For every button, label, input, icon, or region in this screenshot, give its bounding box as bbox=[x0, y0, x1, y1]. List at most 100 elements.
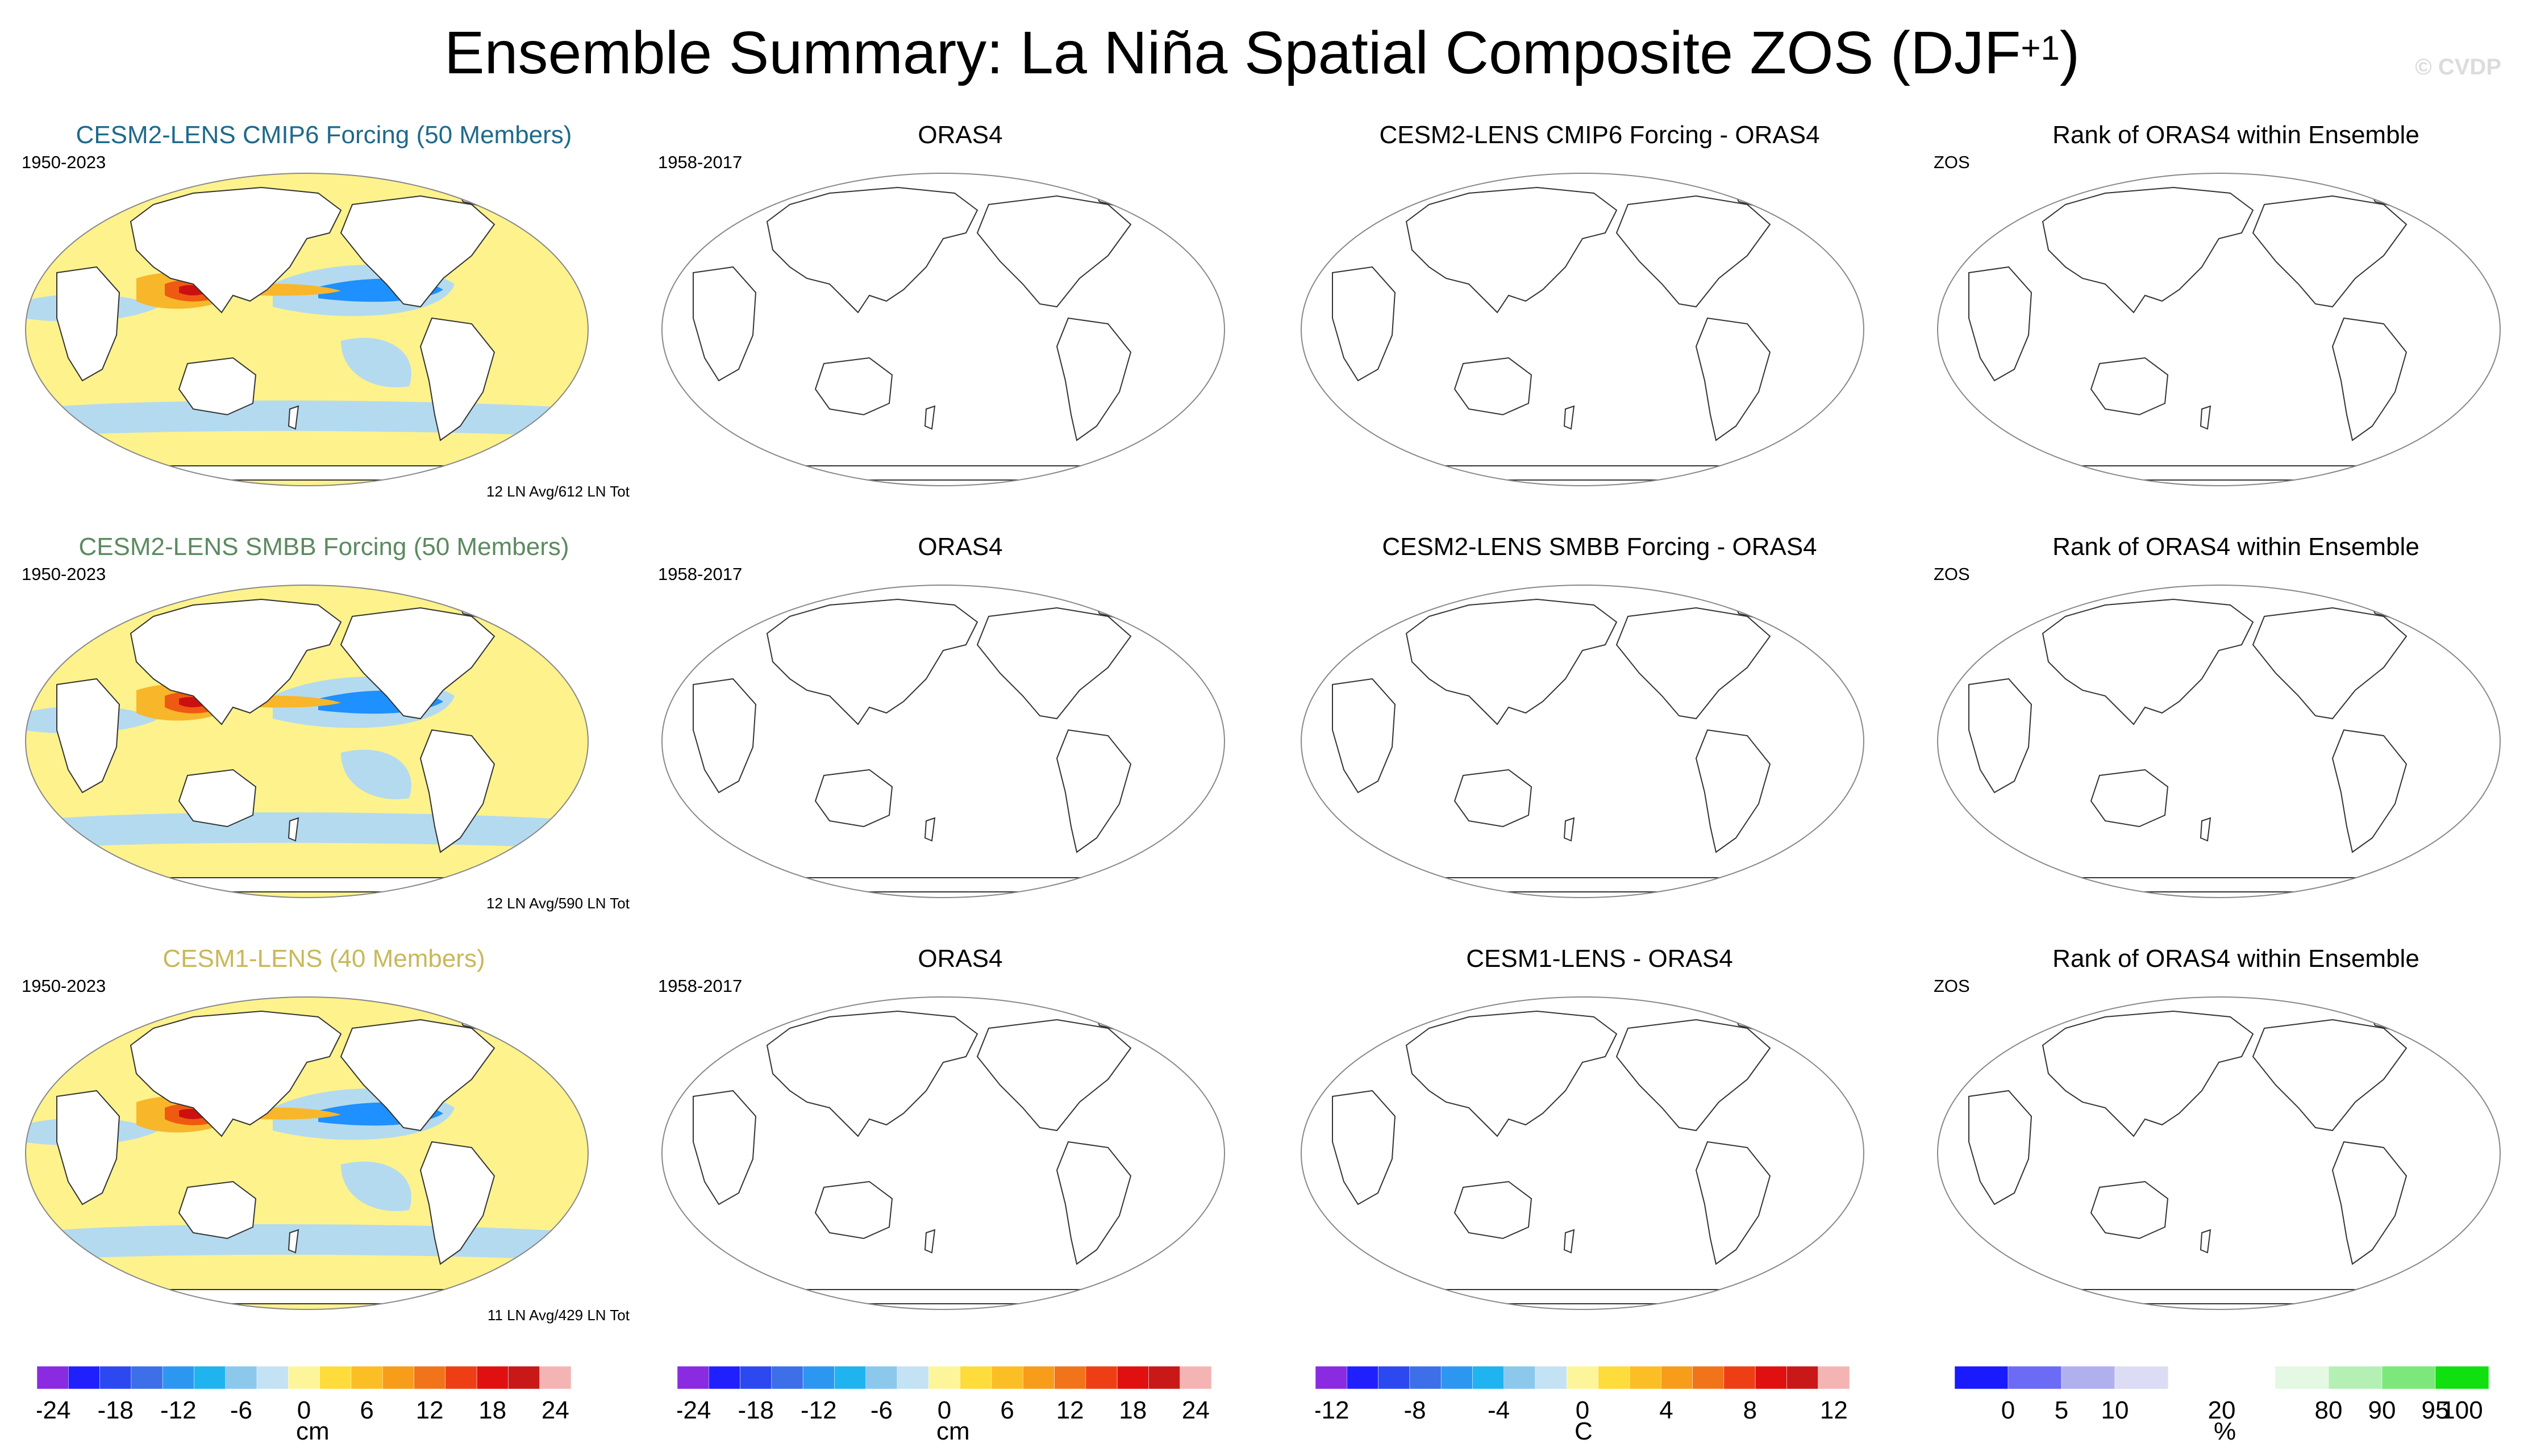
land-antarctica bbox=[77, 465, 536, 481]
colorbar-swatch bbox=[1085, 1366, 1118, 1390]
land-asia bbox=[130, 1010, 342, 1137]
colorbar-swatch bbox=[1315, 1366, 1347, 1390]
panel-period: ZOS bbox=[1934, 976, 1970, 996]
land-asia bbox=[1405, 598, 1618, 725]
panel-title: CESM2-LENS CMIP6 Forcing - ORAS4 bbox=[1379, 121, 1820, 149]
colorbar-tick-label: -6 bbox=[871, 1396, 893, 1424]
colorbar-swatch bbox=[1180, 1366, 1211, 1390]
colorbar-swatch bbox=[771, 1366, 803, 1390]
land-antarctica bbox=[1989, 1289, 2448, 1304]
map-border bbox=[25, 996, 589, 1310]
land-asia bbox=[130, 598, 342, 725]
colorbar-swatch bbox=[2168, 1366, 2222, 1390]
colorbar-swatch bbox=[1347, 1366, 1378, 1390]
colorbar-swatch bbox=[1054, 1366, 1086, 1390]
map-border bbox=[661, 996, 1225, 1310]
land-australia bbox=[1453, 357, 1532, 416]
land-namerica bbox=[2252, 1019, 2408, 1132]
land-samerica bbox=[2331, 317, 2408, 441]
event-count: 11 LN Avg/429 LN Tot bbox=[487, 1307, 630, 1324]
land-antarctica bbox=[1353, 877, 1812, 892]
land-australia bbox=[178, 1180, 257, 1240]
panel-title: CESM1-LENS - ORAS4 bbox=[1466, 945, 1733, 973]
world-map bbox=[1301, 996, 1864, 1310]
colorbar-swatch bbox=[1472, 1366, 1505, 1390]
panel-title: CESM2-LENS SMBB Forcing (50 Members) bbox=[78, 533, 569, 561]
colorbar-tick-label: -18 bbox=[738, 1396, 774, 1424]
land-africa bbox=[1968, 266, 2032, 382]
colorbar-tick-label: 24 bbox=[542, 1396, 569, 1424]
colorbar-swatch bbox=[928, 1366, 960, 1390]
colorbar-swatch bbox=[2435, 1366, 2489, 1390]
colorbar-tick-label: -12 bbox=[801, 1396, 837, 1424]
panel-period: ZOS bbox=[1934, 564, 1970, 584]
land-antarctica bbox=[1353, 1289, 1812, 1304]
colorbar-swatch bbox=[1598, 1366, 1630, 1390]
land-australia bbox=[1453, 1180, 1532, 1240]
colorbar-3: -12 -8 -4 0 4 8 12 C bbox=[1315, 1366, 1850, 1446]
land-namerica bbox=[1615, 607, 1771, 720]
land-asia bbox=[766, 598, 978, 725]
colorbar-tick-label: 5 bbox=[2055, 1396, 2068, 1424]
colorbar-swatch bbox=[991, 1366, 1023, 1390]
colorbar-4: 0 5 10 20 80 90 95 100% bbox=[1955, 1366, 2489, 1446]
land-namerica bbox=[2252, 195, 2408, 308]
land-namerica bbox=[340, 195, 495, 308]
panel-obs-row1: ORAS4 1958-2017 bbox=[648, 119, 1273, 517]
panel-rank-row1: Rank of ORAS4 within Ensemble ZOS bbox=[1923, 119, 2524, 517]
colorbar-swatch bbox=[960, 1366, 992, 1390]
colorbar-tick-label: 12 bbox=[1056, 1396, 1084, 1424]
land-nz bbox=[924, 817, 936, 842]
colorbar-swatch bbox=[539, 1366, 571, 1390]
land-nz bbox=[288, 1229, 299, 1254]
colorbar-swatch bbox=[2114, 1366, 2169, 1390]
land-nz bbox=[1563, 817, 1575, 842]
anomaly-contour bbox=[341, 337, 411, 387]
panel-title: ORAS4 bbox=[918, 533, 1003, 561]
land-samerica bbox=[1056, 1141, 1132, 1265]
panel-title: CESM2-LENS CMIP6 Forcing (50 Members) bbox=[76, 121, 572, 149]
map-border bbox=[661, 173, 1225, 486]
panel-title: Rank of ORAS4 within Ensemble bbox=[2052, 533, 2419, 561]
colorbar-tick-label: 6 bbox=[360, 1396, 373, 1424]
world-map bbox=[661, 585, 1225, 898]
panel-period: 1950-2023 bbox=[22, 976, 106, 996]
event-count: 12 LN Avg/612 LN Tot bbox=[486, 483, 630, 500]
colorbar-swatch bbox=[194, 1366, 226, 1390]
land-nz bbox=[924, 405, 936, 430]
panel-model-row3: CESM1-LENS (40 Members) 1950-2023 11 LN Av… bbox=[11, 943, 636, 1341]
colorbar-tick-label: 0 bbox=[2001, 1396, 2015, 1424]
panel-title: ORAS4 bbox=[918, 121, 1003, 149]
land-nz bbox=[1563, 1229, 1575, 1254]
land-samerica bbox=[2331, 1141, 2408, 1265]
panel-diff-row3: CESM1-LENS - ORAS4 bbox=[1287, 943, 1912, 1341]
land-nz bbox=[2200, 1229, 2211, 1254]
land-africa bbox=[693, 678, 757, 794]
colorbar-swatch bbox=[1818, 1366, 1850, 1390]
land-nz bbox=[924, 1229, 936, 1254]
land-nz bbox=[2200, 817, 2211, 842]
colorbar-swatch bbox=[677, 1366, 709, 1390]
panel-title: CESM1-LENS (40 Members) bbox=[163, 945, 485, 973]
land-namerica bbox=[976, 195, 1132, 308]
colorbar-swatch bbox=[2061, 1366, 2115, 1390]
colorbar-tick-label: -12 bbox=[160, 1396, 197, 1424]
panel-title: CESM2-LENS SMBB Forcing - ORAS4 bbox=[1382, 533, 1817, 561]
colorbar-swatch bbox=[445, 1366, 477, 1390]
colorbar-swatch bbox=[1378, 1366, 1410, 1390]
land-asia bbox=[1405, 1010, 1618, 1137]
land-samerica bbox=[1695, 317, 1771, 441]
land-asia bbox=[2042, 186, 2254, 314]
colorbar-tick-label: 80 bbox=[2315, 1396, 2343, 1424]
colorbar-swatch bbox=[256, 1366, 289, 1390]
colorbar-unit: cm bbox=[296, 1417, 330, 1445]
colorbar-tick-label: 18 bbox=[1119, 1396, 1147, 1424]
panel-title: ORAS4 bbox=[918, 945, 1003, 973]
land-asia bbox=[766, 1010, 978, 1137]
land-samerica bbox=[419, 729, 495, 853]
colorbar-swatch bbox=[382, 1366, 414, 1390]
land-antarctica bbox=[714, 877, 1173, 892]
world-map bbox=[1301, 585, 1864, 898]
panel-period: 1950-2023 bbox=[22, 152, 106, 172]
colorbar-tick-label: -12 bbox=[1315, 1396, 1349, 1424]
